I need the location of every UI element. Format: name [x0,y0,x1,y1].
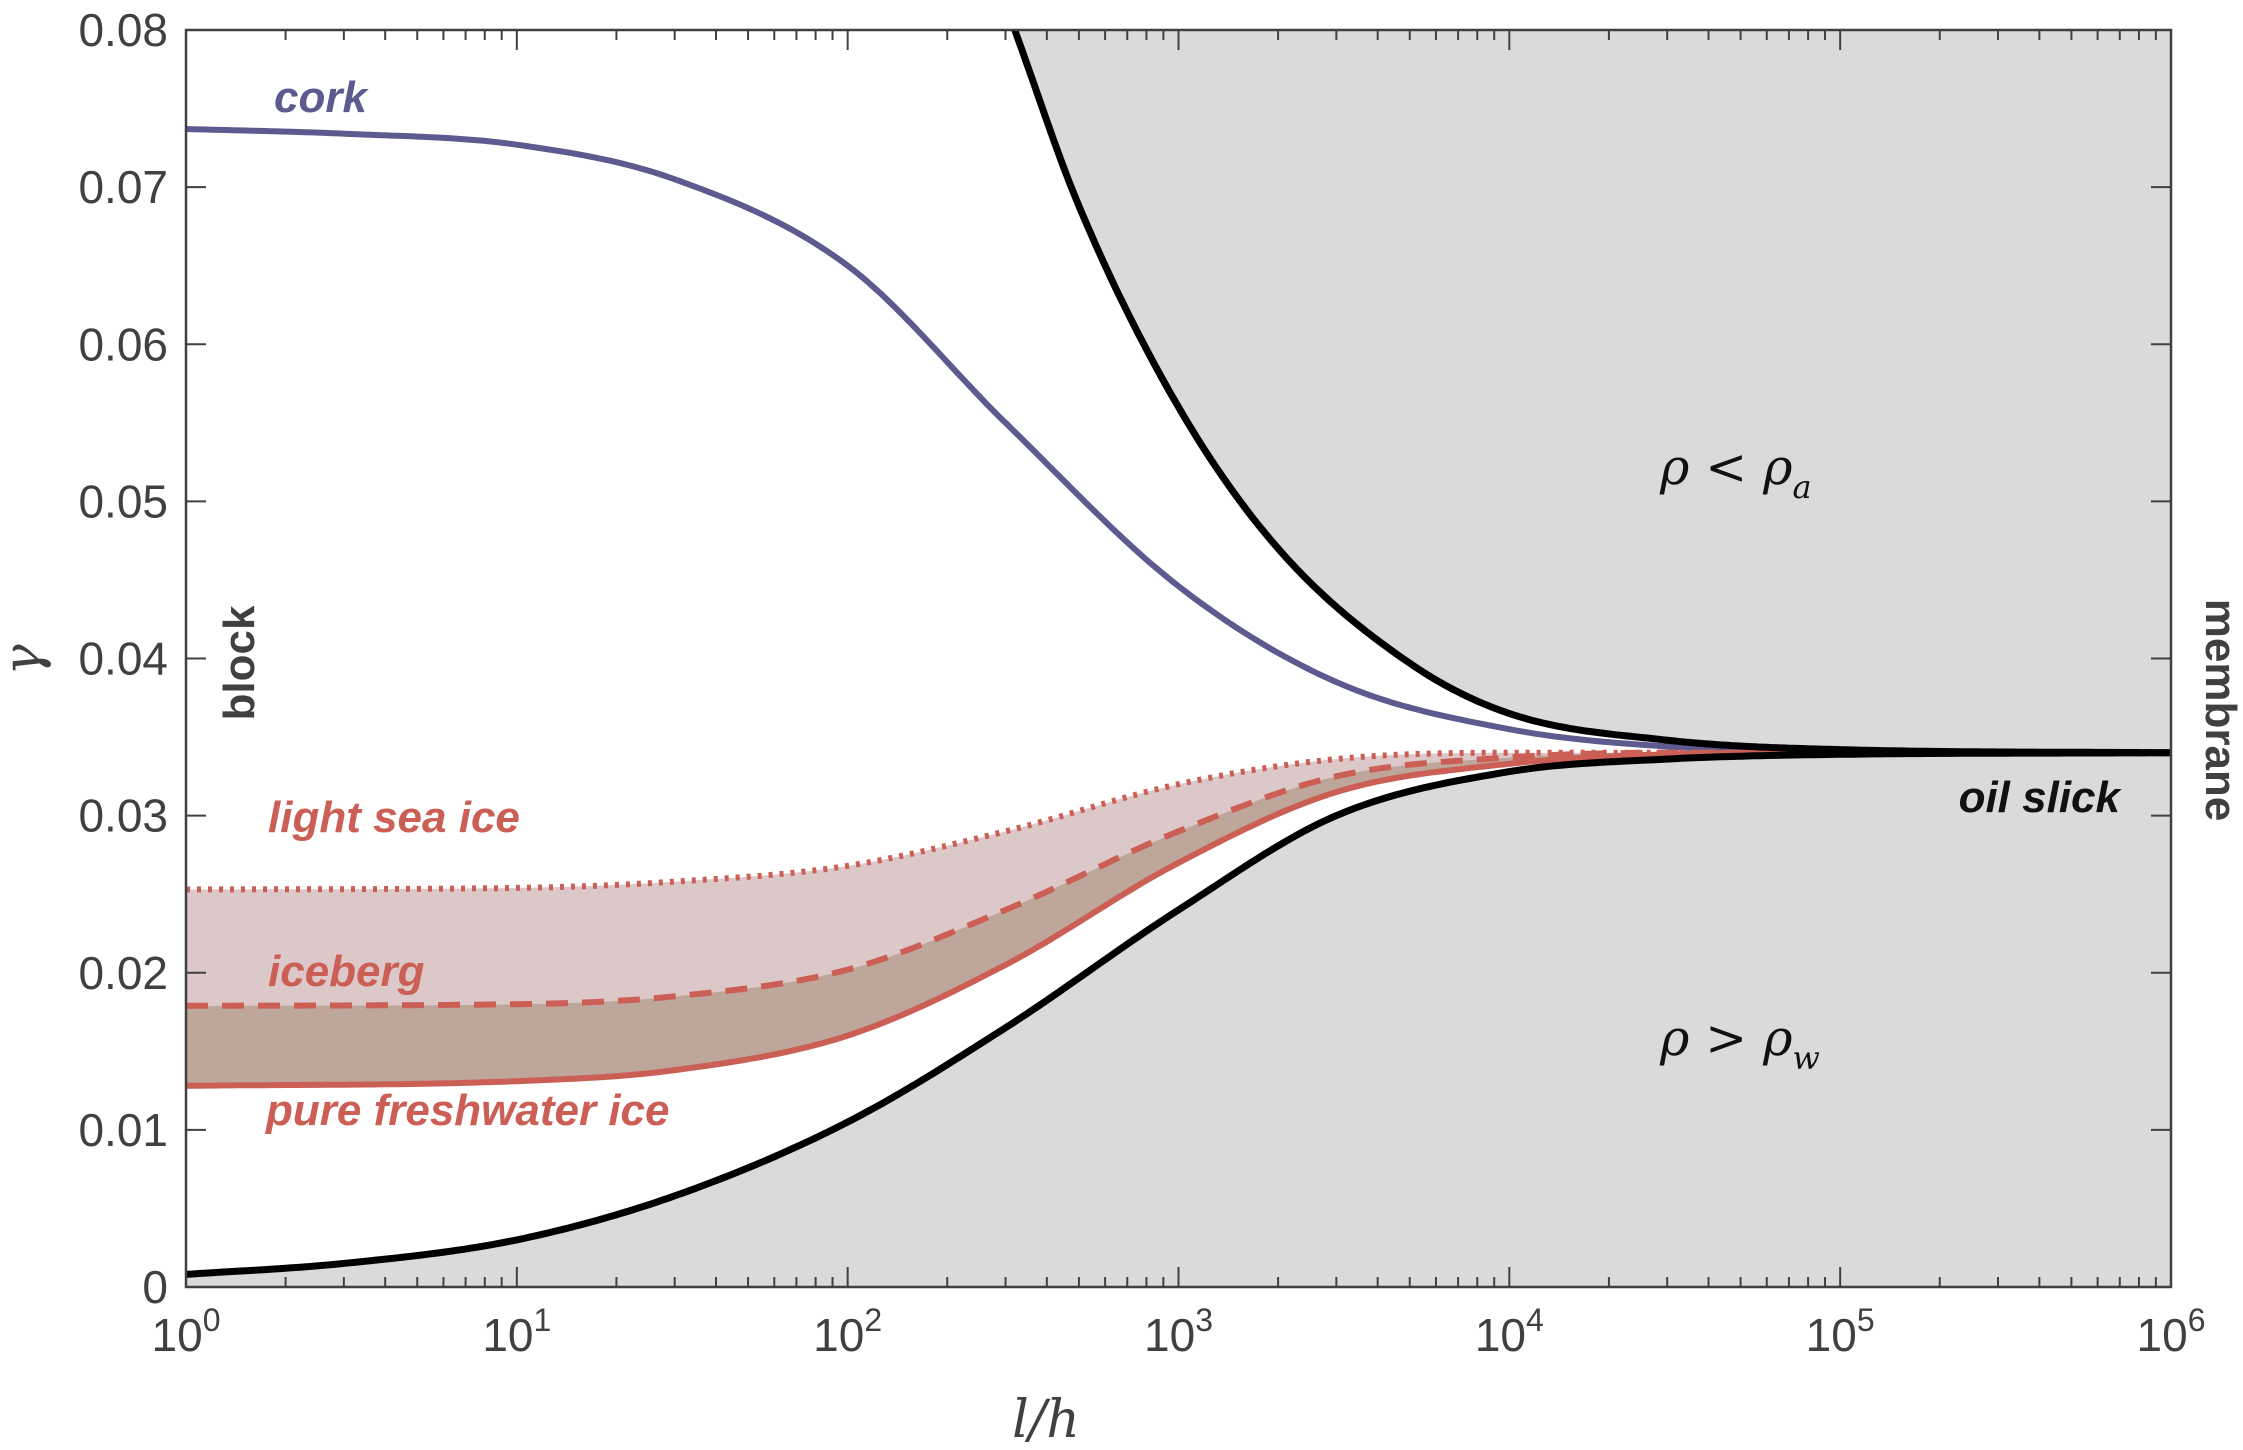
x-tick-exponent: 3 [1195,1302,1213,1338]
pure-freshwater-ice-label: pure freshwater ice [265,1086,670,1135]
x-tick-label: 102 [813,1302,882,1361]
x-tick-exponent: 4 [1526,1302,1544,1338]
y-axis-label: γ [0,644,53,676]
x-tick-exponent: 0 [203,1302,221,1338]
x-tick-exponent: 2 [864,1302,882,1338]
sea-ice-band [186,752,2171,1006]
x-axis-label: l/h [1012,1390,1080,1450]
region-label-low-density: ρ < ρa [1659,438,1812,506]
y-tick-label: 0.06 [78,318,168,370]
cork-label: cork [274,73,369,122]
y-tick-label: 0.05 [78,475,168,527]
x-tick-label: 103 [1144,1302,1213,1361]
region-low-density-fill [1014,30,2171,753]
x-tick-base: 10 [1475,1309,1526,1361]
region-label-high-density-sub: w [1792,1039,1819,1077]
x-tick-base: 10 [2137,1309,2188,1361]
y-tick-label: 0.03 [78,790,168,842]
region-label-low-density-sub: a [1792,468,1811,506]
region-label-high-density: ρ > ρw [1659,1009,1820,1077]
iceberg-label: iceberg [268,947,425,996]
series-lines [185,28,2172,1278]
x-tick-label: 106 [2137,1302,2206,1361]
iceberg-band [186,752,2171,1086]
y-tick-label: 0.02 [78,947,168,999]
x-tick-base: 10 [482,1309,533,1361]
x-tick-exponent: 1 [534,1302,552,1338]
x-tick-base: 10 [813,1309,864,1361]
axis-ticks [185,29,2172,1288]
x-tick-label: 105 [1806,1302,1875,1361]
region-label-low-density-main: ρ < ρ [1659,438,1793,496]
y-tick-label: 0 [142,1261,168,1313]
light-sea-ice-label: light sea ice [268,793,520,842]
series-line-oil-slick [185,749,2171,1278]
region-label-high-density-main: ρ > ρ [1659,1009,1793,1067]
x-tick-base: 10 [152,1309,203,1361]
x-tick-base: 10 [1806,1309,1857,1361]
block-label: block [215,605,264,720]
y-tick-label: 0.08 [78,4,168,56]
x-tick-base: 10 [1144,1309,1195,1361]
x-tick-exponent: 6 [2188,1302,2206,1338]
x-tick-label: 101 [482,1302,551,1361]
oil-slick-label: oil slick [1959,773,2123,822]
y-tick-label: 0.07 [78,161,168,213]
membrane-label: membrane [2196,599,2243,822]
series-line-light-sea-ice [186,749,2171,893]
ice-bands [186,752,2171,1086]
x-tick-label: 100 [152,1302,221,1361]
y-tick-label: 0.04 [78,633,168,685]
x-tick-label: 104 [1475,1302,1544,1361]
y-tick-label: 0.01 [78,1104,168,1156]
x-tick-exponent: 5 [1857,1302,1875,1338]
region-high-density-fill [186,752,2171,1287]
